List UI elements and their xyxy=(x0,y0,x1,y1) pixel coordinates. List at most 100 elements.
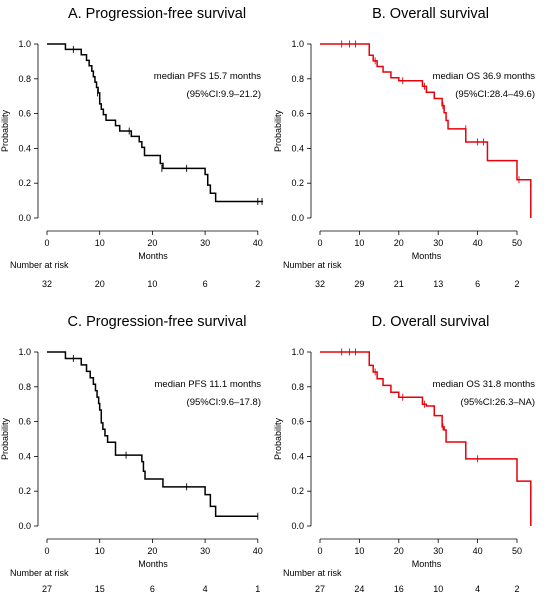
x-tick-label: 0 xyxy=(44,546,49,556)
risk-count: 16 xyxy=(394,584,404,594)
y-tick-label: 0.0 xyxy=(18,521,31,531)
risk-count: 29 xyxy=(354,279,364,289)
y-tick-label: 0.6 xyxy=(18,109,31,119)
ci-annotation: (95%CI:28.4–49.6) xyxy=(455,89,535,100)
risk-table-label: Number at risk xyxy=(10,260,69,270)
x-tick-label: 10 xyxy=(354,238,364,248)
y-tick-label: 0.2 xyxy=(291,486,304,496)
risk-count: 6 xyxy=(150,584,155,594)
y-tick-label: 0.0 xyxy=(291,521,304,531)
y-tick-label: 0.8 xyxy=(291,382,304,392)
x-axis-label: Months xyxy=(138,559,168,569)
panel-title: C. Progression-free survival xyxy=(68,314,247,330)
panel-title: A. Progression-free survival xyxy=(68,6,246,22)
y-tick-label: 0.6 xyxy=(18,417,31,427)
y-tick-label: 0.8 xyxy=(18,74,31,84)
x-tick-label: 20 xyxy=(394,546,404,556)
y-tick-label: 0.0 xyxy=(18,213,31,223)
x-tick-label: 30 xyxy=(433,546,443,556)
risk-table-label: Number at risk xyxy=(10,568,69,578)
x-tick-label: 40 xyxy=(473,238,483,248)
x-tick-label: 50 xyxy=(512,546,522,556)
ci-annotation: (95%CI:26.3–NA) xyxy=(461,397,535,408)
risk-count: 20 xyxy=(95,279,105,289)
km-panel-3: C. Progression-free survival 0.0 0.2 0.4 0.6… xyxy=(0,314,263,594)
median-annotation: median OS 36.9 months xyxy=(433,71,536,82)
y-tick-label: 0.4 xyxy=(291,451,304,461)
risk-count: 27 xyxy=(315,584,325,594)
risk-count: 2 xyxy=(514,279,519,289)
ci-annotation: (95%CI:9.6–17.8) xyxy=(187,397,261,408)
y-axis-label: Probability xyxy=(273,109,283,152)
x-tick-label: 30 xyxy=(433,238,443,248)
y-tick-label: 0.8 xyxy=(18,382,31,392)
y-tick-label: 1.0 xyxy=(291,39,304,49)
x-tick-label: 10 xyxy=(95,546,105,556)
median-annotation: median OS 31.8 months xyxy=(433,379,536,390)
x-tick-label: 30 xyxy=(200,238,210,248)
survival-curve xyxy=(47,351,258,518)
x-tick-label: 40 xyxy=(253,546,263,556)
km-panel-1: A. Progression-free survival 0.0 0.2 0.4 0.6… xyxy=(0,6,264,289)
y-tick-label: 1.0 xyxy=(18,347,31,357)
y-tick-label: 0.6 xyxy=(291,109,304,119)
risk-count: 15 xyxy=(95,584,105,594)
x-tick-label: 10 xyxy=(354,546,364,556)
x-tick-label: 50 xyxy=(512,238,522,248)
x-tick-label: 40 xyxy=(473,546,483,556)
y-tick-label: 0.4 xyxy=(18,143,31,153)
risk-count: 24 xyxy=(354,584,364,594)
survival-curve xyxy=(320,43,532,218)
risk-count: 10 xyxy=(433,584,443,594)
survival-curve xyxy=(47,43,264,203)
x-tick-label: 0 xyxy=(44,238,49,248)
y-tick-label: 1.0 xyxy=(18,39,31,49)
x-tick-label: 20 xyxy=(394,238,404,248)
x-tick-label: 20 xyxy=(147,546,157,556)
risk-count: 10 xyxy=(147,279,157,289)
y-tick-label: 0.0 xyxy=(291,213,304,223)
risk-count: 2 xyxy=(514,584,519,594)
x-tick-label: 0 xyxy=(317,546,322,556)
y-tick-label: 0.2 xyxy=(18,178,31,188)
x-tick-label: 30 xyxy=(200,546,210,556)
y-tick-label: 0.4 xyxy=(291,143,304,153)
median-annotation: median PFS 11.1 months xyxy=(155,379,262,390)
risk-count: 21 xyxy=(394,279,404,289)
km-panel-4: D. Overall survival 0.0 0.2 0.4 0.6 0.8 1.0 Pro… xyxy=(273,314,535,594)
y-tick-label: 1.0 xyxy=(291,347,304,357)
x-tick-label: 40 xyxy=(253,238,263,248)
risk-count: 13 xyxy=(433,279,443,289)
risk-count: 4 xyxy=(203,584,208,594)
risk-table-label: Number at risk xyxy=(283,260,342,270)
risk-count: 1 xyxy=(255,584,260,594)
x-axis-label: Months xyxy=(138,251,168,261)
risk-count: 6 xyxy=(475,279,480,289)
panel-title: D. Overall survival xyxy=(372,314,490,330)
risk-count: 32 xyxy=(42,279,52,289)
km-panel-2: B. Overall survival 0.0 0.2 0.4 0.6 0.8 1.0 Pro… xyxy=(273,6,535,289)
y-tick-label: 0.8 xyxy=(291,74,304,84)
x-tick-label: 10 xyxy=(95,238,105,248)
median-annotation: median PFS 15.7 months xyxy=(154,71,261,82)
y-tick-label: 0.2 xyxy=(18,486,31,496)
y-tick-label: 0.4 xyxy=(18,451,31,461)
risk-count: 32 xyxy=(315,279,325,289)
y-axis-label: Probability xyxy=(0,417,10,460)
y-tick-label: 0.6 xyxy=(291,417,304,427)
risk-table-label: Number at risk xyxy=(283,568,342,578)
risk-count: 6 xyxy=(203,279,208,289)
risk-count: 4 xyxy=(475,584,480,594)
y-axis-label: Probability xyxy=(273,417,283,460)
risk-count: 2 xyxy=(255,279,260,289)
x-axis-label: Months xyxy=(412,559,442,569)
x-axis-label: Months xyxy=(412,251,442,261)
y-axis-label: Probability xyxy=(0,109,10,152)
x-tick-label: 20 xyxy=(147,238,157,248)
risk-count: 27 xyxy=(42,584,52,594)
survival-curve xyxy=(320,351,532,526)
y-tick-label: 0.2 xyxy=(291,178,304,188)
panel-title: B. Overall survival xyxy=(372,6,489,22)
ci-annotation: (95%CI:9.9–21.2) xyxy=(187,89,261,100)
